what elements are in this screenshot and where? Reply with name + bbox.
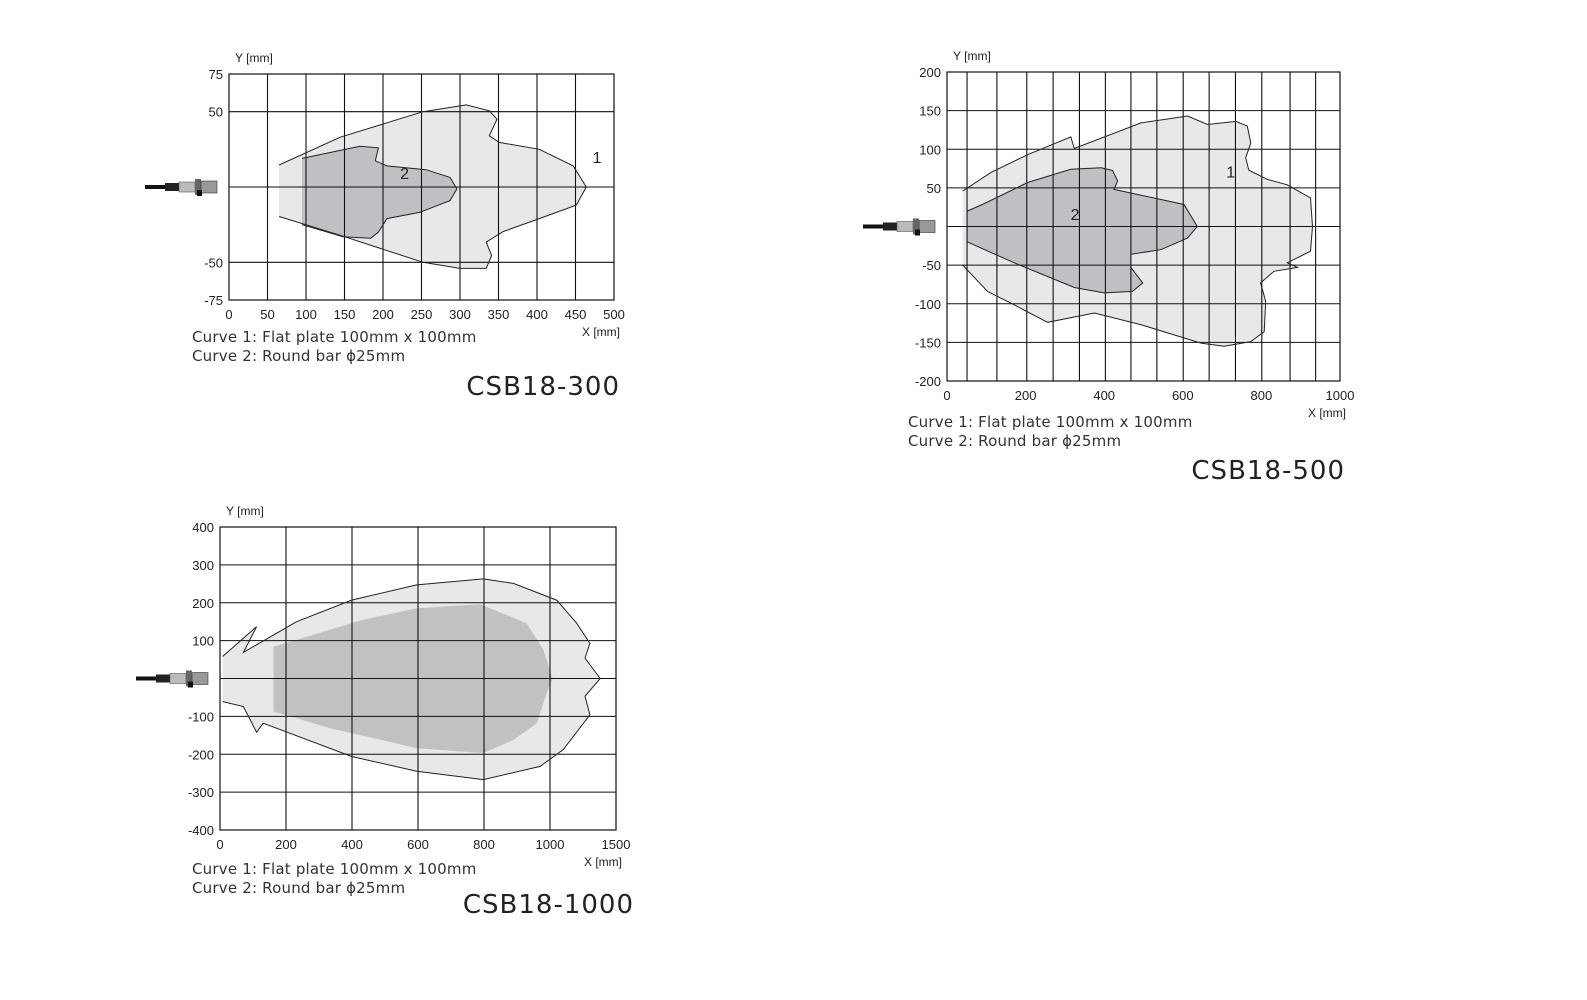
y-axis-label: Y [mm]	[226, 504, 264, 518]
chart1-caption-1: Curve 1: Flat plate 100mm x 100mm	[192, 328, 477, 346]
y-axis-label: Y [mm]	[953, 49, 991, 63]
chart2-caption-1: Curve 1: Flat plate 100mm x 100mm	[908, 413, 1193, 431]
y-tick-label: 400	[192, 520, 214, 535]
sensor-body	[169, 673, 187, 684]
sensor-cable	[145, 185, 167, 189]
chart1-caption-2: Curve 2: Round bar ϕ25mm	[192, 347, 406, 365]
chart-2: 1 2 0 200 400 600 800 1000 200 150 100 50 -50 -100 -15…	[863, 49, 1354, 420]
curve-2-label: 2	[400, 166, 409, 183]
y-tick-label: -100	[188, 709, 214, 724]
x-tick-label: 600	[407, 837, 429, 852]
x-tick-label: 800	[473, 837, 495, 852]
x-tick-label: 0	[216, 837, 223, 852]
y-tick-label: -75	[204, 293, 223, 308]
x-tick-label: 400	[1093, 388, 1115, 403]
plot-frame	[228, 73, 615, 301]
sensor-connector	[156, 674, 170, 683]
curve-2-outline	[967, 167, 1198, 294]
y-tick-label: 50	[927, 181, 941, 196]
sensor-body	[178, 181, 196, 193]
y-axis-label: Y [mm]	[235, 51, 273, 65]
y-tick-label: 300	[192, 558, 214, 573]
chart2-title: CSB18-500	[1191, 456, 1345, 486]
x-tick-label: 250	[411, 307, 433, 322]
chart1-title: CSB18-300	[466, 372, 620, 402]
x-tick-label: 200	[275, 837, 297, 852]
sensor-led	[197, 190, 202, 196]
chart3-caption-1: Curve 1: Flat plate 100mm x 100mm	[192, 860, 477, 878]
chart-1: 1 2 0 50 100 150 200 250 300 350 400 450 500 75 50 -50 -…	[145, 51, 625, 339]
plot-frame	[219, 526, 617, 831]
curve-2-label: 2	[1071, 207, 1080, 224]
x-tick-label: 350	[488, 307, 510, 322]
y-tick-label: 150	[919, 104, 941, 119]
x-tick-label: 500	[603, 307, 625, 322]
curve-2-area	[967, 167, 1198, 293]
sensor-icon	[863, 218, 936, 236]
curve-1-outline	[278, 104, 587, 269]
sensor-led	[188, 681, 193, 688]
x-tick-label: 450	[565, 307, 587, 322]
x-axis-label: X [mm]	[582, 325, 620, 339]
y-tick-label: -150	[915, 335, 941, 350]
x-tick-label: 400	[341, 837, 363, 852]
x-tick-label: 200	[372, 307, 394, 322]
y-tick-label: 100	[192, 634, 214, 649]
x-tick-label: 50	[260, 307, 274, 322]
sensor-nut	[186, 670, 192, 687]
x-tick-label: 1000	[1326, 388, 1355, 403]
curve-2-outline	[301, 145, 458, 239]
y-tick-label: 200	[919, 65, 941, 80]
sensor-body	[896, 221, 914, 232]
x-tick-label: 800	[1251, 388, 1273, 403]
y-tick-label: -200	[915, 374, 941, 389]
x-axis-label: X [mm]	[584, 855, 622, 869]
x-tick-label: 1500	[602, 837, 631, 852]
sensor-icon	[136, 670, 209, 688]
y-tick-label: 50	[209, 105, 223, 120]
sensor-nut	[195, 179, 201, 195]
sensor-led	[915, 229, 920, 236]
x-tick-label: 150	[334, 307, 356, 322]
chart-3: 0 200 400 600 800 1000 1500 400 300 200 100 -100 -20…	[136, 504, 630, 869]
x-tick-label: 100	[295, 307, 317, 322]
y-tick-label: 200	[192, 596, 214, 611]
y-tick-label: -100	[915, 297, 941, 312]
sensor-thread	[191, 672, 209, 685]
sensor-icon	[145, 179, 218, 196]
chart3-title: CSB18-1000	[462, 890, 634, 920]
sensor-connector	[165, 183, 179, 191]
chart2-caption-2: Curve 2: Round bar ϕ25mm	[908, 432, 1122, 450]
sensor-connector	[883, 222, 897, 231]
y-tick-label: 75	[209, 67, 223, 82]
y-tick-label: -300	[188, 785, 214, 800]
sensor-thread	[200, 180, 218, 194]
curve-1-label: 1	[593, 150, 602, 167]
x-tick-label: 400	[526, 307, 548, 322]
x-tick-label: 0	[225, 307, 232, 322]
sensor-thread	[918, 220, 936, 233]
y-tick-label: -50	[204, 255, 223, 270]
x-tick-label: 200	[1015, 388, 1037, 403]
plot-frame	[946, 71, 1341, 382]
sensor-nut	[913, 218, 919, 235]
sensor-cable	[863, 224, 885, 229]
curve-1-label: 1	[1226, 165, 1235, 182]
curve-1-outline	[222, 578, 601, 781]
chart3-caption-2: Curve 2: Round bar ϕ25mm	[192, 879, 406, 897]
x-tick-label: 0	[943, 388, 950, 403]
curve-1-outline	[962, 115, 1314, 347]
y-tick-label: -200	[188, 747, 214, 762]
y-tick-label: 100	[919, 142, 941, 157]
x-axis-label: X [mm]	[1308, 406, 1346, 420]
x-tick-label: 600	[1172, 388, 1194, 403]
y-tick-label: -400	[188, 823, 214, 838]
x-tick-label: 300	[449, 307, 471, 322]
sensor-cable	[136, 676, 158, 681]
y-tick-label: -50	[922, 258, 941, 273]
x-tick-label: 1000	[536, 837, 565, 852]
